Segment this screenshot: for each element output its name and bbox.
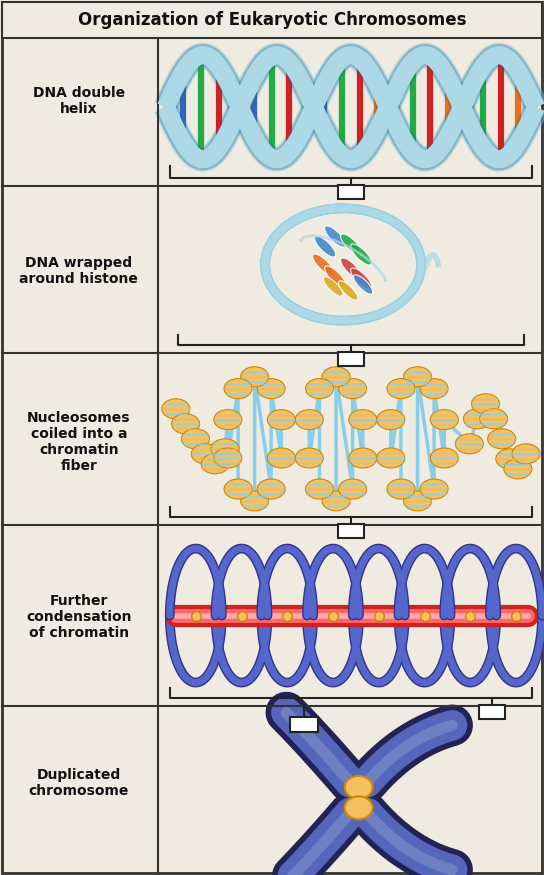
Ellipse shape <box>295 448 323 468</box>
Ellipse shape <box>171 414 200 434</box>
Ellipse shape <box>162 399 190 419</box>
Text: Nucleosomes
coiled into a
chromatin
fiber: Nucleosomes coiled into a chromatin fibe… <box>27 410 131 473</box>
Ellipse shape <box>240 491 269 511</box>
FancyBboxPatch shape <box>479 705 505 719</box>
Ellipse shape <box>322 367 350 387</box>
Ellipse shape <box>295 410 323 430</box>
Ellipse shape <box>488 429 516 449</box>
Ellipse shape <box>214 448 242 468</box>
Ellipse shape <box>496 449 524 469</box>
Ellipse shape <box>430 448 458 468</box>
Ellipse shape <box>306 479 333 499</box>
Ellipse shape <box>338 281 358 300</box>
Ellipse shape <box>351 244 372 265</box>
FancyBboxPatch shape <box>338 524 364 538</box>
Ellipse shape <box>344 776 373 799</box>
Ellipse shape <box>354 275 373 294</box>
Ellipse shape <box>182 429 209 449</box>
Ellipse shape <box>214 410 242 430</box>
Ellipse shape <box>377 448 405 468</box>
Ellipse shape <box>224 379 252 399</box>
FancyBboxPatch shape <box>289 717 318 732</box>
Ellipse shape <box>257 379 285 399</box>
Ellipse shape <box>349 448 377 468</box>
Ellipse shape <box>325 226 345 247</box>
Ellipse shape <box>480 409 508 429</box>
FancyBboxPatch shape <box>2 2 542 38</box>
Ellipse shape <box>504 458 532 479</box>
Ellipse shape <box>404 491 431 511</box>
Text: Duplicated
chromosome: Duplicated chromosome <box>29 768 129 798</box>
Ellipse shape <box>341 258 362 279</box>
Ellipse shape <box>211 438 239 458</box>
Ellipse shape <box>325 266 345 287</box>
Text: Further
condensation
of chromatin: Further condensation of chromatin <box>26 593 132 640</box>
Ellipse shape <box>351 268 372 289</box>
Ellipse shape <box>341 234 362 255</box>
Ellipse shape <box>387 379 415 399</box>
FancyBboxPatch shape <box>338 352 364 366</box>
Ellipse shape <box>324 276 343 297</box>
Ellipse shape <box>306 379 333 399</box>
FancyBboxPatch shape <box>338 186 364 200</box>
Ellipse shape <box>512 444 540 464</box>
Ellipse shape <box>338 379 367 399</box>
Ellipse shape <box>201 454 229 474</box>
Ellipse shape <box>240 367 269 387</box>
Ellipse shape <box>455 434 484 454</box>
Ellipse shape <box>430 410 458 430</box>
Ellipse shape <box>420 479 448 499</box>
Ellipse shape <box>338 479 367 499</box>
Ellipse shape <box>387 479 415 499</box>
Text: Organization of Eukaryotic Chromosomes: Organization of Eukaryotic Chromosomes <box>78 11 466 29</box>
Ellipse shape <box>268 448 295 468</box>
Ellipse shape <box>349 410 377 430</box>
Ellipse shape <box>268 410 295 430</box>
Text: DNA wrapped
around histone: DNA wrapped around histone <box>20 256 138 286</box>
Ellipse shape <box>377 410 405 430</box>
Ellipse shape <box>420 379 448 399</box>
Ellipse shape <box>313 254 333 275</box>
Ellipse shape <box>344 796 373 819</box>
Text: DNA double
helix: DNA double helix <box>33 86 125 116</box>
Ellipse shape <box>463 409 491 429</box>
Ellipse shape <box>257 479 285 499</box>
Ellipse shape <box>472 394 499 414</box>
Ellipse shape <box>224 479 252 499</box>
Ellipse shape <box>314 236 336 257</box>
Ellipse shape <box>191 444 219 464</box>
Ellipse shape <box>322 491 350 511</box>
Ellipse shape <box>404 367 431 387</box>
